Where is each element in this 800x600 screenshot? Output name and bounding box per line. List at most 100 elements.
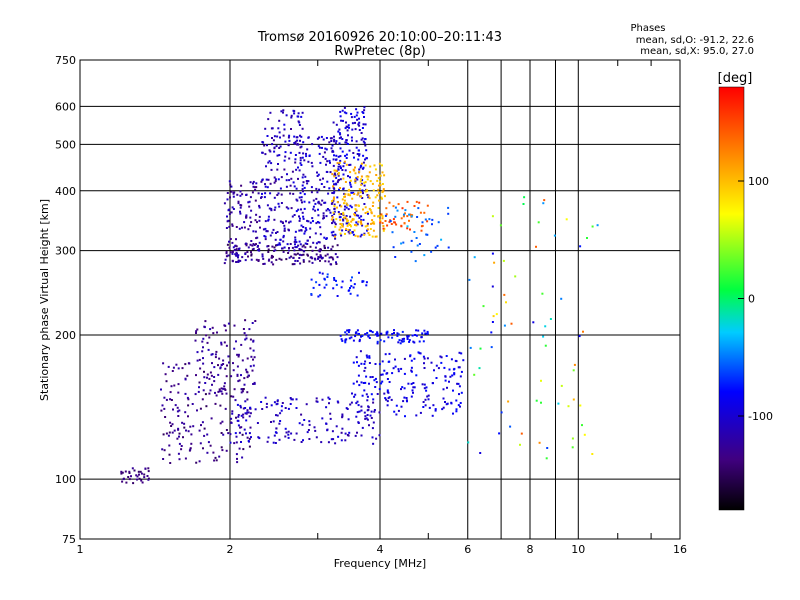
data-point xyxy=(302,181,305,184)
data-point xyxy=(307,160,310,163)
data-point xyxy=(447,206,450,209)
data-point xyxy=(400,367,403,370)
data-point xyxy=(225,252,228,255)
data-point xyxy=(230,375,233,378)
data-point xyxy=(277,202,280,205)
data-point xyxy=(333,278,336,281)
data-point xyxy=(240,391,243,394)
data-point xyxy=(374,377,377,380)
data-point xyxy=(340,205,343,208)
data-point xyxy=(332,158,335,161)
data-point xyxy=(248,200,251,203)
x-tick-label: 4 xyxy=(377,543,384,556)
data-point xyxy=(229,441,232,444)
data-point xyxy=(201,350,204,353)
data-point xyxy=(335,158,338,161)
data-point xyxy=(404,415,406,418)
data-point xyxy=(573,363,576,366)
data-point xyxy=(205,334,208,337)
data-point xyxy=(338,137,341,140)
data-point xyxy=(583,433,586,436)
data-point xyxy=(225,392,228,395)
y-tick-label: 300 xyxy=(55,245,76,258)
data-point xyxy=(261,253,264,256)
data-point xyxy=(290,114,293,117)
data-point xyxy=(374,196,377,199)
data-point xyxy=(267,215,270,218)
data-point xyxy=(252,340,255,343)
data-point xyxy=(319,294,322,297)
data-point xyxy=(287,136,290,139)
data-point xyxy=(257,192,260,195)
data-point xyxy=(381,360,384,363)
data-point xyxy=(293,438,296,441)
data-point xyxy=(236,419,239,422)
data-point xyxy=(214,402,217,405)
data-point xyxy=(298,124,301,126)
data-point xyxy=(335,425,338,428)
data-point xyxy=(345,157,348,159)
data-point xyxy=(366,395,369,398)
data-point xyxy=(333,213,336,215)
data-point xyxy=(304,175,307,178)
data-point xyxy=(236,461,239,464)
data-point xyxy=(270,168,273,171)
data-point xyxy=(347,331,350,334)
data-point xyxy=(395,413,398,416)
data-point xyxy=(246,436,249,439)
data-point xyxy=(195,330,198,333)
data-point xyxy=(331,245,334,248)
data-point xyxy=(224,389,227,391)
data-point xyxy=(342,173,345,176)
data-point xyxy=(402,241,405,244)
data-point xyxy=(254,188,257,191)
data-point xyxy=(180,448,183,451)
data-point xyxy=(262,228,265,231)
data-point xyxy=(403,337,405,340)
data-point xyxy=(289,403,292,405)
data-point xyxy=(260,180,263,183)
data-point xyxy=(345,163,348,166)
data-point xyxy=(348,431,351,434)
data-point xyxy=(394,206,397,209)
data-point xyxy=(236,252,238,255)
data-point xyxy=(522,203,525,205)
data-point xyxy=(280,258,283,261)
data-point xyxy=(252,185,255,188)
data-point xyxy=(347,230,350,233)
data-point xyxy=(252,180,255,183)
data-point xyxy=(281,247,284,250)
data-point xyxy=(358,271,360,274)
data-point xyxy=(403,372,406,375)
data-point xyxy=(565,218,568,221)
data-point xyxy=(231,241,234,244)
data-point xyxy=(239,190,242,193)
data-point xyxy=(399,342,402,345)
data-point xyxy=(293,214,296,216)
data-point xyxy=(269,111,272,114)
data-point xyxy=(276,402,279,405)
data-point xyxy=(493,261,496,264)
data-point xyxy=(377,177,380,180)
data-point xyxy=(354,121,356,124)
data-point xyxy=(358,124,361,127)
grid-lines xyxy=(80,60,680,539)
data-point xyxy=(334,225,337,228)
data-point xyxy=(243,428,246,431)
data-point xyxy=(502,259,505,262)
data-point xyxy=(325,215,328,218)
data-point xyxy=(252,364,255,367)
data-point xyxy=(200,424,202,427)
data-point xyxy=(320,183,323,185)
x-tick-label: 8 xyxy=(527,543,534,556)
data-point xyxy=(447,246,450,249)
data-point xyxy=(346,224,349,227)
data-point xyxy=(282,222,284,224)
data-point xyxy=(296,252,299,255)
data-point xyxy=(163,396,166,399)
data-point xyxy=(412,382,415,384)
data-point xyxy=(317,249,320,252)
data-point xyxy=(349,183,352,186)
data-point xyxy=(345,218,348,221)
